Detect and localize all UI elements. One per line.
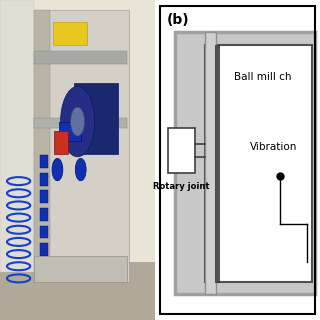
Text: Vibration: Vibration bbox=[250, 142, 298, 152]
Bar bbox=[34, 10, 50, 282]
Bar bbox=[34, 256, 127, 282]
Bar bbox=[205, 32, 216, 294]
Ellipse shape bbox=[75, 158, 86, 181]
Bar bbox=[40, 155, 48, 168]
Text: (b): (b) bbox=[167, 13, 189, 27]
Bar bbox=[175, 32, 315, 294]
Ellipse shape bbox=[52, 158, 63, 181]
Text: Rotary joint: Rotary joint bbox=[153, 182, 210, 191]
Bar bbox=[0, 0, 34, 272]
Bar bbox=[40, 190, 48, 203]
Bar bbox=[75, 83, 118, 154]
Ellipse shape bbox=[60, 86, 95, 157]
Bar bbox=[34, 118, 127, 128]
Bar bbox=[0, 262, 155, 320]
Bar bbox=[44, 10, 129, 282]
Bar bbox=[214, 45, 219, 282]
Bar bbox=[168, 128, 195, 173]
Bar bbox=[54, 131, 68, 154]
Bar bbox=[40, 226, 48, 238]
Bar bbox=[34, 51, 127, 64]
Bar bbox=[53, 22, 87, 45]
Bar bbox=[59, 122, 81, 141]
Text: Ball mill ch: Ball mill ch bbox=[234, 72, 291, 82]
Bar bbox=[40, 208, 48, 221]
Bar bbox=[205, 45, 312, 282]
Bar bbox=[40, 243, 48, 256]
Ellipse shape bbox=[71, 107, 84, 136]
Bar bbox=[40, 173, 48, 186]
